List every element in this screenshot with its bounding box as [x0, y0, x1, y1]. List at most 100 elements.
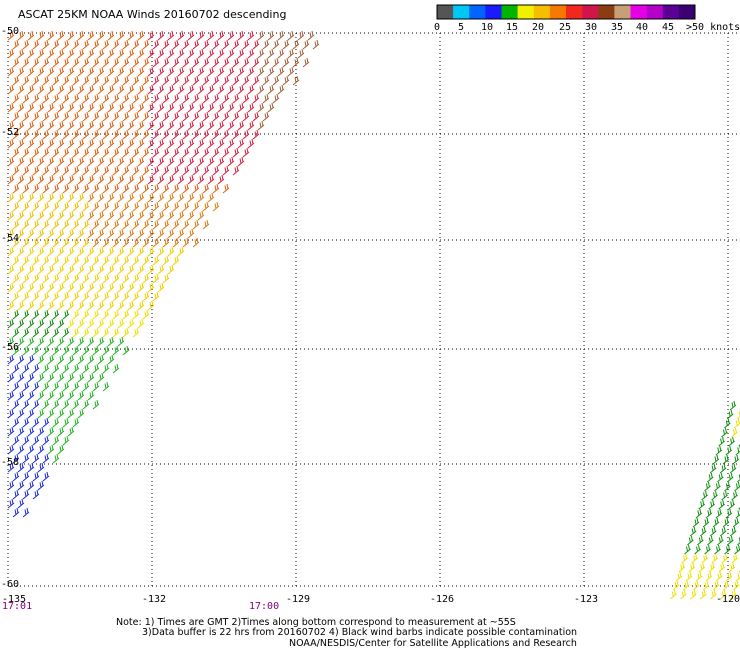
lat-label: -58 [1, 457, 20, 468]
wind-barb [137, 228, 145, 239]
wind-barb [735, 572, 740, 582]
wind-barb [82, 183, 90, 194]
wind-barb [27, 300, 35, 311]
wind-barb [97, 120, 105, 131]
wind-barb [162, 183, 170, 194]
wind-barb [17, 66, 25, 77]
wind-barb [22, 453, 30, 464]
wind-barb [52, 345, 60, 356]
legend-tick: 0 [434, 22, 441, 33]
wind-barb [47, 264, 55, 275]
wind-barb [27, 336, 35, 347]
wind-barb [77, 264, 85, 275]
wind-barb [47, 354, 55, 365]
wind-barb [292, 57, 300, 68]
wind-barb [52, 201, 60, 212]
wind-barb [82, 93, 90, 104]
wind-barb [232, 57, 240, 68]
wind-barb [707, 535, 714, 546]
wind-barb [252, 57, 260, 68]
wind-barb [247, 48, 255, 59]
wind-barb [217, 174, 225, 185]
wind-barb [87, 30, 95, 41]
wind-barb [67, 336, 75, 347]
wind-barb [699, 589, 707, 600]
wind-barb [87, 102, 95, 113]
wind-barb [187, 210, 195, 221]
wind-barb [272, 39, 280, 50]
wind-barb [107, 282, 115, 293]
wind-barb [22, 183, 30, 194]
wind-barb [92, 363, 100, 374]
legend-swatch [614, 5, 631, 19]
wind-barb [122, 57, 130, 68]
wind-barb [704, 544, 711, 555]
wind-barb [312, 39, 320, 50]
wind-barb [92, 237, 100, 248]
lon-label: -120 [716, 594, 740, 605]
wind-barb [57, 228, 65, 239]
legend-swatch [630, 5, 647, 19]
wind-barb [67, 300, 75, 311]
wind-barb [162, 93, 170, 104]
wind-barb [92, 219, 100, 230]
wind-barb [107, 336, 115, 347]
wind-barb [227, 66, 235, 77]
wind-barb [147, 228, 155, 239]
wind-barb [698, 562, 706, 573]
wind-barb [92, 147, 100, 158]
wind-barb [72, 345, 80, 356]
legend-swatch [453, 5, 470, 19]
wind-barb [22, 363, 30, 374]
wind-barb [112, 273, 120, 284]
wind-barb [202, 129, 210, 140]
wind-barb [62, 399, 70, 410]
wind-barb [152, 147, 160, 158]
wind-barb [127, 138, 135, 149]
wind-barb [72, 417, 80, 428]
wind-barb [62, 273, 70, 284]
wind-barb [42, 129, 50, 140]
wind-barb [27, 318, 35, 329]
wind-barb [142, 237, 150, 248]
wind-barb [117, 246, 125, 257]
wind-barb [72, 93, 80, 104]
wind-barb [157, 48, 165, 59]
wind-barb [62, 309, 70, 320]
wind-barb [147, 174, 155, 185]
wind-barb [57, 318, 65, 329]
wind-barb [302, 57, 310, 68]
wind-barb [182, 75, 190, 86]
wind-barb [212, 39, 220, 50]
legend-swatch [469, 5, 486, 19]
wind-barb [257, 84, 265, 95]
wind-barb [87, 120, 95, 131]
wind-barb [162, 219, 170, 230]
wind-barb [252, 75, 260, 86]
wind-barb [27, 66, 35, 77]
wind-barb [222, 183, 230, 194]
wind-barb [57, 156, 65, 167]
wind-barb [97, 48, 105, 59]
wind-barb [212, 129, 220, 140]
wind-barb [107, 354, 115, 365]
wind-barb [132, 273, 140, 284]
wind-barb [47, 174, 55, 185]
wind-barb [718, 562, 726, 573]
wind-barb [721, 490, 728, 501]
wind-barb [262, 75, 270, 86]
legend-frame [436, 4, 696, 20]
wind-barb [22, 327, 30, 338]
wind-barb [27, 48, 35, 59]
wind-barb [102, 111, 110, 122]
wind-barb [222, 165, 230, 176]
wind-barb [252, 39, 260, 50]
wind-barb [7, 66, 15, 77]
wind-barb [127, 174, 135, 185]
wind-barb [735, 508, 740, 519]
wind-barb [157, 84, 165, 95]
wind-barb [27, 462, 35, 473]
wind-barb [32, 435, 40, 446]
wind-barb [57, 192, 65, 203]
wind-barb [67, 264, 75, 275]
